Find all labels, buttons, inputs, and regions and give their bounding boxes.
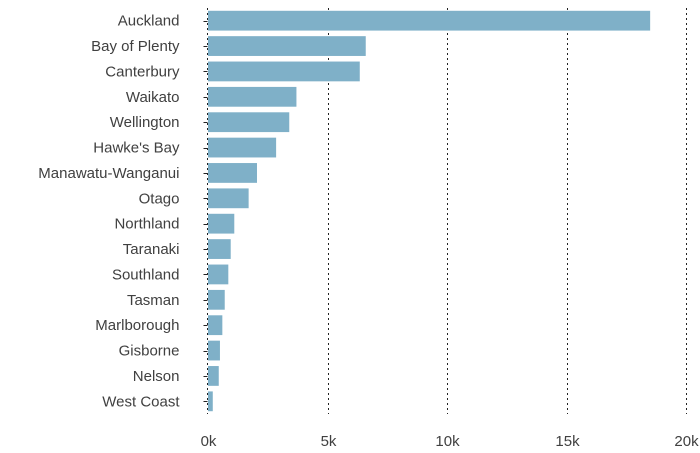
bar-9 <box>208 239 231 259</box>
bar-6 <box>208 163 257 183</box>
bar-15 <box>208 391 213 412</box>
x-tick-labels: 0k 5k 10k 15k 20k <box>201 433 700 450</box>
category-label-5: Hawke's Bay <box>93 140 180 157</box>
x-tick-label-4: 20k <box>674 433 699 450</box>
bar-10 <box>208 264 229 285</box>
x-tick-label-3: 15k <box>555 433 580 450</box>
category-label-0: Auckland <box>118 13 180 30</box>
bar-4 <box>208 112 290 133</box>
x-tick-label-0: 0k <box>201 433 217 450</box>
bar-2 <box>208 61 360 82</box>
category-labels: Auckland Bay of Plenty Canterbury Waikato We… <box>38 13 180 411</box>
bar-7 <box>208 188 249 209</box>
category-label-12: Marlborough <box>95 317 179 334</box>
category-label-4: Wellington <box>110 114 180 131</box>
bar-3 <box>208 86 297 107</box>
category-label-9: Taranaki <box>123 241 180 258</box>
category-label-8: Northland <box>114 216 179 233</box>
category-label-15: West Coast <box>102 393 180 410</box>
category-label-13: Gisborne <box>119 343 180 360</box>
category-label-3: Waikato <box>126 89 180 106</box>
category-label-1: Bay of Plenty <box>91 38 180 55</box>
bar-12 <box>208 315 223 336</box>
category-label-11: Tasman <box>127 292 180 309</box>
category-label-10: Southland <box>112 266 180 283</box>
bar-8 <box>208 213 235 234</box>
x-tick-label-1: 5k <box>321 433 337 450</box>
grid-layer <box>203 8 687 414</box>
bar-1 <box>208 36 366 56</box>
x-tick-label-2: 10k <box>435 433 460 450</box>
bar-0 <box>208 10 651 31</box>
bar-11 <box>208 289 225 310</box>
bar-13 <box>208 340 220 361</box>
category-label-2: Canterbury <box>105 63 180 80</box>
category-label-6: Manawatu-Wanganui <box>38 165 179 182</box>
category-label-14: Nelson <box>133 368 180 385</box>
bar-14 <box>208 366 219 386</box>
category-label-7: Otago <box>139 190 180 207</box>
bar-5 <box>208 137 277 158</box>
bars-layer <box>208 10 651 412</box>
